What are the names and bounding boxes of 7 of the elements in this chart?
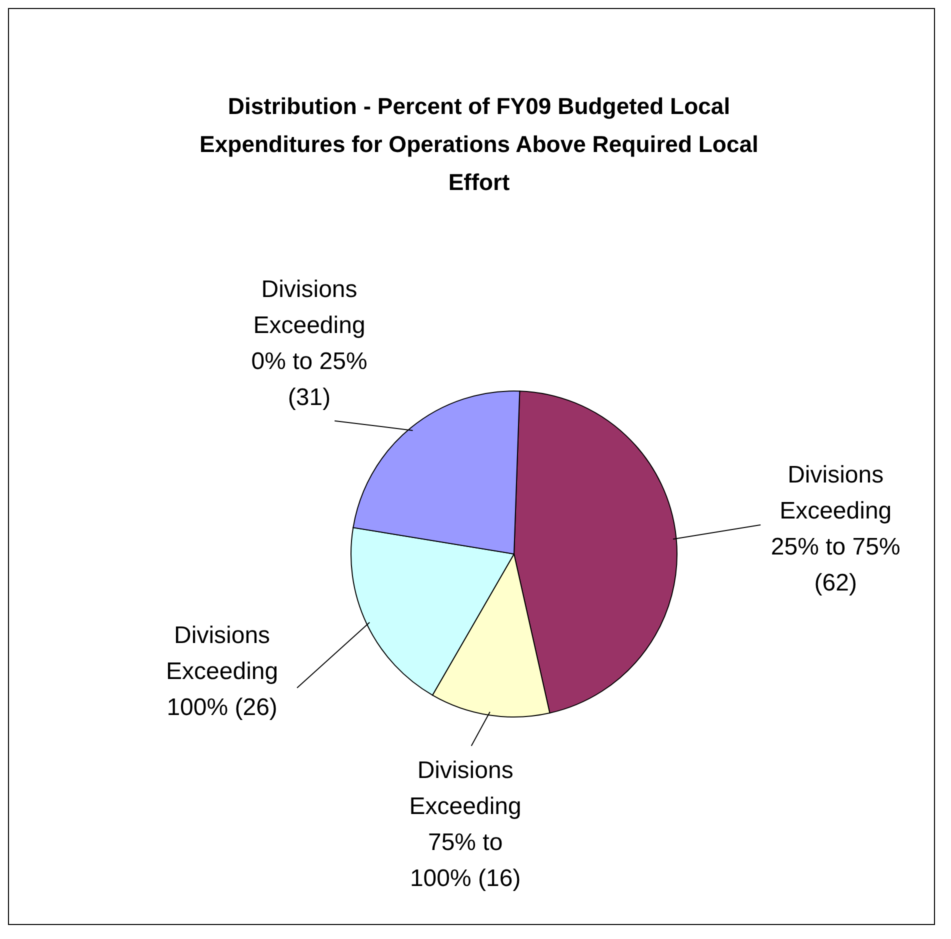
data-label: (62) (814, 569, 857, 596)
data-label: (31) (288, 383, 331, 410)
slice-label: Divisions Exceeding 75% to 100% (16) (409, 756, 522, 892)
slice-label: Divisions Exceeding 25% to 75% (770, 461, 900, 560)
chart-title: Distribution - Percent of FY09 Budgeted Local Expenditures for Operations Above Required Local Effort (198, 92, 760, 197)
slice-label: Divisions Exceeding 100% (26) (166, 621, 278, 720)
slice-label: Divisions Exceeding 0% to 25% (251, 275, 368, 374)
